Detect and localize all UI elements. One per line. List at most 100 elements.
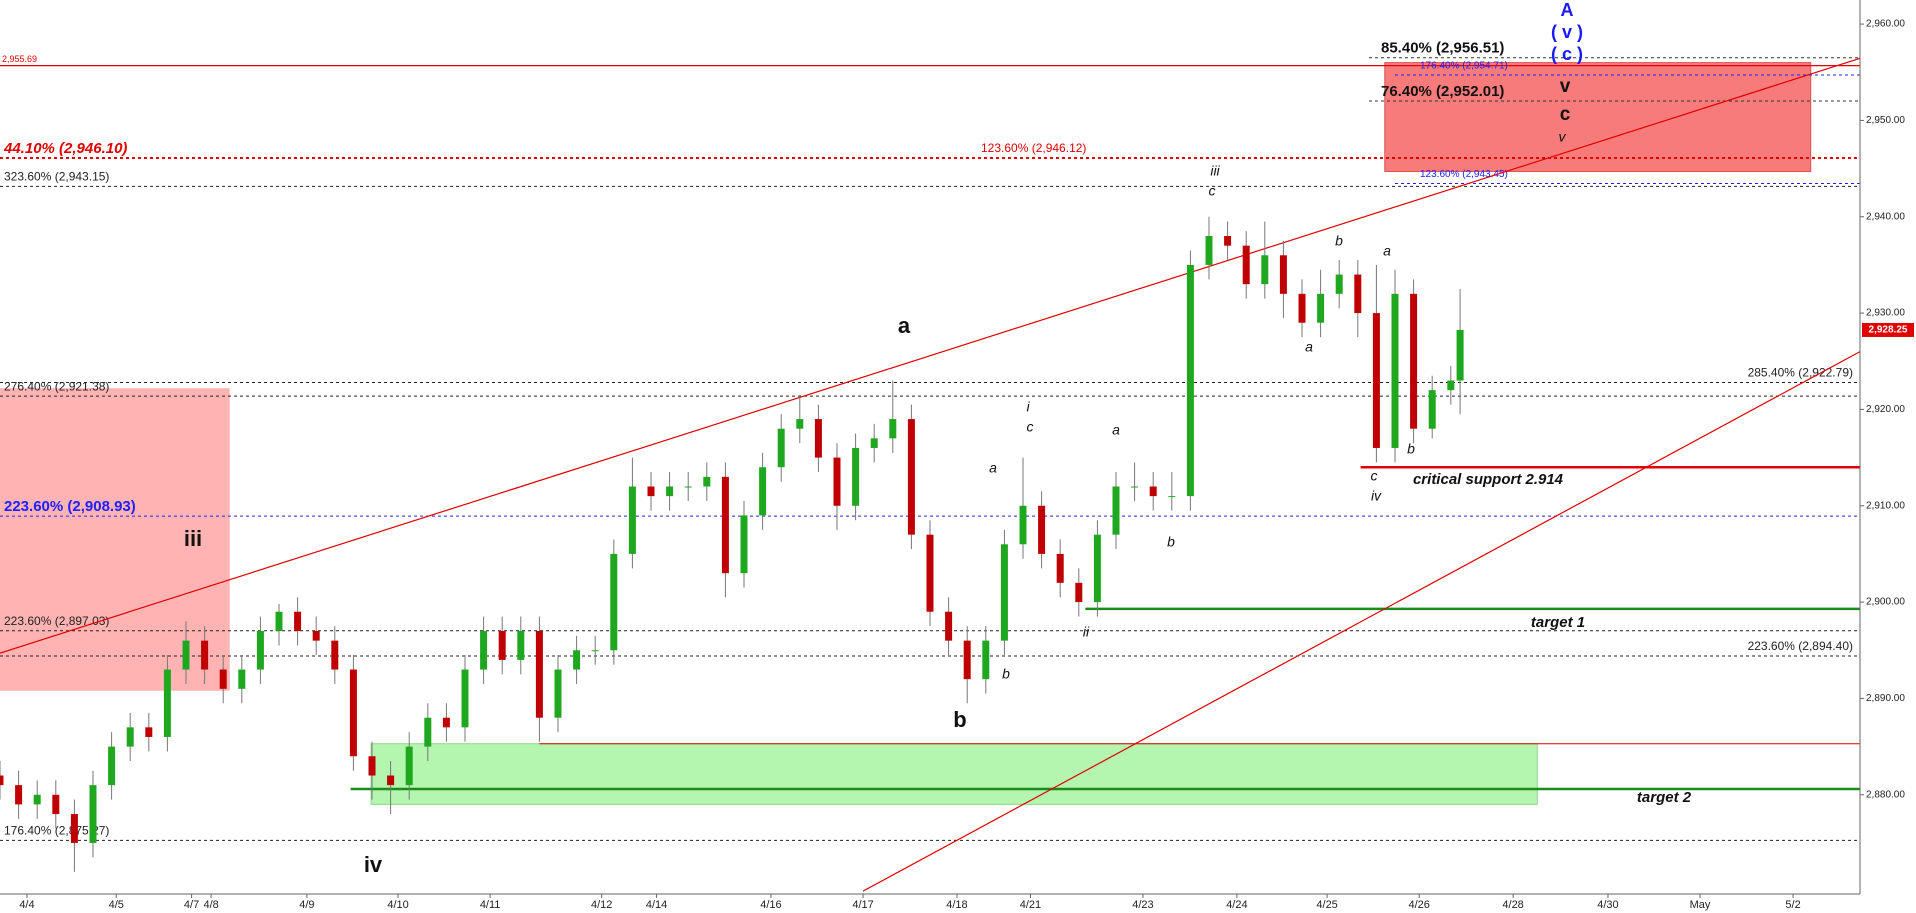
y-tick-label: 2,930.00 [1866,308,1905,319]
y-tick-label: 2,950.00 [1866,115,1905,126]
x-tick-label: 4/26 [1408,899,1429,911]
candle-body [1019,505,1027,545]
level-label: 176.40% (2,954.71) [1420,61,1508,72]
candle-body [1428,390,1436,429]
candle-body [1335,274,1343,294]
candle-body [777,428,785,468]
x-tick-label: 4/24 [1226,899,1247,911]
candle-body [1261,255,1269,285]
candle-body [1205,236,1213,265]
y-tick-label: 2,890.00 [1866,693,1905,704]
last-price-box [1862,322,1914,337]
x-tick-label: 4/4 [19,899,34,911]
candle-body [1372,313,1380,448]
wave-label: b [1407,441,1415,457]
candle-body [1447,380,1455,391]
level-label: 123.60% (2,943.45) [1420,169,1508,180]
candle-body [294,611,302,632]
candle-body [870,438,878,448]
trendline [0,57,1861,654]
candle-body [163,669,171,737]
y-tick-label: 2,940.00 [1866,211,1905,222]
x-tick-label: 4/17 [852,899,873,911]
candle-body [145,727,153,737]
candle-body [349,669,357,757]
candle-body [126,727,134,747]
candle-body [945,611,953,641]
candle-body [1131,486,1139,488]
level-label: 76.40% (2,952.01) [1381,83,1504,100]
x-tick-label: 4/5 [109,899,124,911]
x-tick-label: 4/11 [480,899,501,911]
candle-body [89,785,97,843]
candle-body [442,717,450,728]
x-tick-label: 4/25 [1316,899,1337,911]
candle-body [1410,293,1418,429]
wave-label: ii [1083,624,1090,640]
candle-body [1354,274,1362,314]
x-tick-label: 4/16 [760,899,781,911]
wave-label: v [1559,129,1567,145]
wave-label: target 1 [1531,614,1585,631]
x-tick-label: 4/28 [1502,899,1523,911]
candle-body [52,794,60,815]
x-tick-label: 4/12 [591,899,612,911]
right-axis-panel [1860,0,1916,913]
y-tick-label: 2,900.00 [1866,597,1905,608]
candle-body [424,717,432,747]
candle-body [256,631,264,670]
y-tick-label: 2,910.00 [1866,500,1905,511]
candle-body [833,457,841,506]
candle-body [1298,293,1306,323]
candle-body [108,746,116,786]
candle-body [461,669,469,728]
candle-body [666,486,674,497]
candle-body [219,669,227,689]
candle-body [889,419,897,439]
candle-body [1112,486,1120,535]
candle-body [1224,236,1232,246]
x-tick-label: 5/2 [1785,899,1800,911]
wave-label: b [1335,233,1343,249]
wave-label: A [1561,0,1574,20]
candle-body [814,419,822,458]
x-tick-label: 4/21 [1020,899,1041,911]
last-price-label: 2,928.25 [1869,325,1908,336]
candle-body [1317,293,1325,323]
candle-body [740,515,748,574]
level-label: 285.40% (2,922.79) [1748,366,1853,380]
candle-body [182,640,190,670]
wave-label: iv [364,852,383,877]
candle-body [573,650,581,670]
x-tick-label: May [1690,899,1711,911]
wave-label: a [1383,243,1391,259]
wave-label: b [1002,666,1010,682]
y-tick-label: 2,960.00 [1866,19,1905,30]
wave-label: c [1560,104,1571,125]
level-label: 323.60% (2,943.15) [4,170,109,184]
candle-body [1075,582,1083,603]
candle-body [405,746,413,786]
zone [1384,62,1812,172]
candle-body [275,611,283,632]
candle-body [684,486,692,488]
wave-label: b [1167,534,1175,550]
candle-body [33,794,41,805]
candle-body [368,756,376,776]
level-label: 223.60% (2,908.93) [4,498,136,515]
candle-body [963,640,971,680]
wave-label: iii [184,526,202,551]
candle-body [498,631,506,660]
wave-label: critical support 2.914 [1413,471,1564,488]
level-label: 2,955.69 [2,54,37,64]
candle-body [1168,496,1176,498]
candle-body [1186,264,1194,497]
x-tick-label: 4/23 [1132,899,1153,911]
candle-body [238,669,246,689]
candle-body [1093,534,1101,603]
x-tick-label: 4/9 [299,899,314,911]
candle-body [852,447,860,506]
candle-body [721,476,729,574]
level-label: 176.40% (2,875.27) [4,824,109,838]
